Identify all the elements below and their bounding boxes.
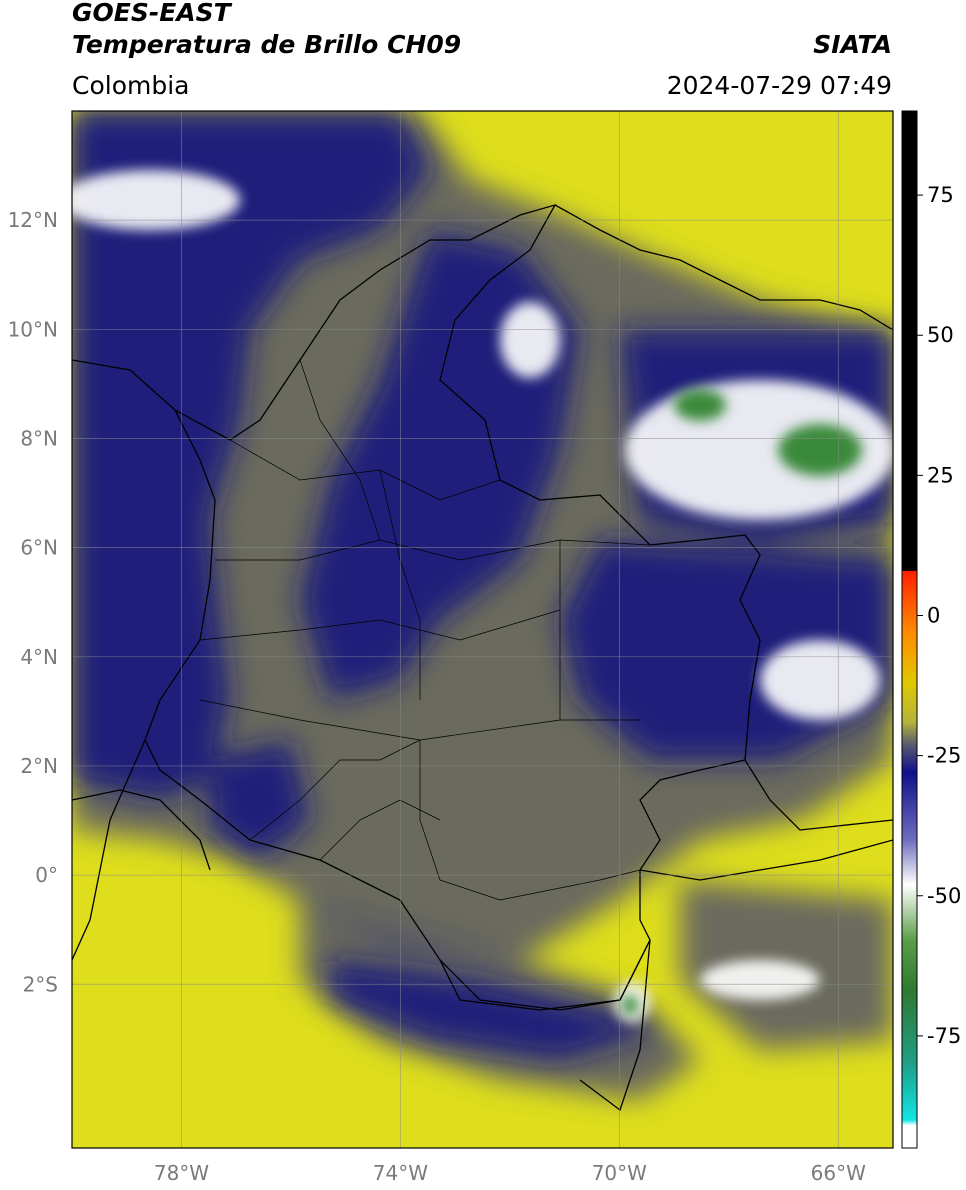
country-borders (72, 203, 893, 1112)
venezuela-coast (554, 204, 893, 331)
colorbar-tick-label: 0 (927, 603, 940, 627)
coldest-cloud-tops (622, 389, 862, 1015)
colorbar-frame (901, 110, 918, 1149)
latitude-tick-label: 2°S (23, 972, 58, 996)
latitude-tick-label: 10°N (8, 317, 58, 341)
graticule (72, 111, 893, 1148)
region-label: Colombia (72, 71, 190, 100)
venezuela-brazil-border (744, 759, 893, 831)
latitude-tick-labels: 12°N 10°N 8°N 6°N 4°N 2°N 0° 2°S (8, 208, 58, 996)
colorbar-tick-label: 50 (927, 323, 954, 347)
latitude-tick-label: 8°N (20, 426, 58, 450)
latitude-tick-label: 2°N (20, 754, 58, 778)
peru-border (439, 939, 651, 1112)
brand-label: SIATA (813, 30, 892, 59)
ecuador-border (72, 789, 211, 871)
colorbar-tick-label: 75 (927, 183, 954, 207)
latitude-tick-label: 0° (35, 863, 58, 887)
brightness-temperature-field (72, 111, 893, 1148)
product-title: Temperatura de Brillo CH09 (72, 30, 462, 59)
colorbar-ticks: 75 50 25 0 -25 -50 -75 (917, 183, 961, 1048)
colombia-outline (144, 203, 761, 1011)
longitude-tick-labels: 78°W 74°W 70°W 66°W (154, 1161, 866, 1185)
latitude-tick-label: 12°N (8, 208, 58, 232)
satellite-title: GOES-EAST (72, 0, 231, 27)
map-frame (71, 110, 894, 1149)
longitude-tick-label: 70°W (592, 1161, 647, 1185)
longitude-tick-label: 66°W (811, 1161, 866, 1185)
longitude-tick-label: 74°W (373, 1161, 428, 1185)
longitude-tick-label: 78°W (154, 1161, 209, 1185)
colorbar-tick-label: -25 (927, 744, 961, 768)
latitude-tick-label: 6°N (20, 536, 58, 560)
colorbar-tick-label: -75 (927, 1024, 961, 1048)
colorbar: 75 50 25 0 -25 -50 -75 (901, 110, 961, 1149)
datetime-label: 2024-07-29 07:49 (666, 71, 892, 100)
panama-outline (72, 359, 191, 441)
brazil-border (639, 839, 893, 881)
colorbar-scale (902, 111, 917, 1148)
colorbar-tick-label: 25 (927, 463, 954, 487)
department-borders (199, 359, 651, 901)
colorbar-tick-label: -50 (927, 884, 961, 908)
pacific-coast (72, 739, 146, 961)
latitude-tick-label: 4°N (20, 645, 58, 669)
